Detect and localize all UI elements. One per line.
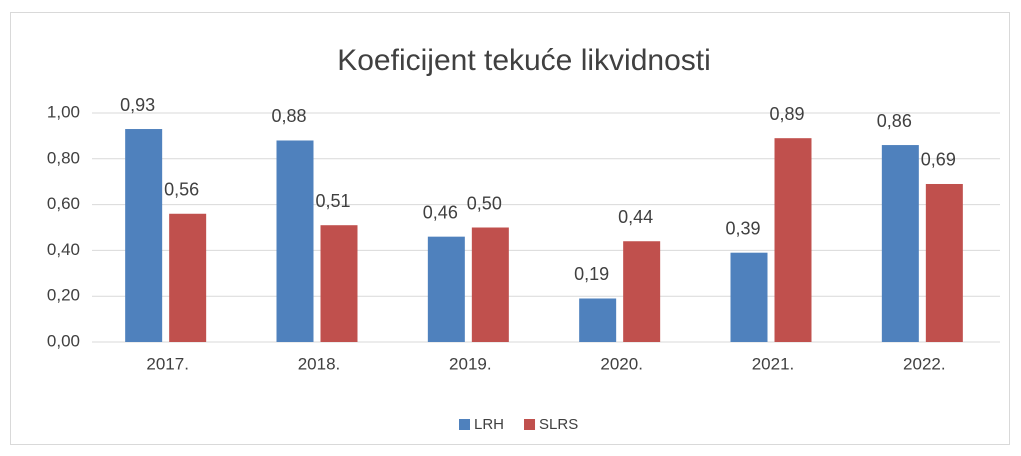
bar [427, 236, 465, 342]
bar [320, 225, 358, 342]
data-label: 0,93 [120, 95, 155, 115]
y-tick-label: 0,20 [47, 286, 80, 305]
bar [276, 140, 314, 342]
bar [925, 183, 963, 342]
legend-label: LRH [474, 416, 504, 433]
data-label: 0,86 [877, 111, 912, 131]
legend-swatch [459, 419, 470, 430]
data-label: 0,39 [725, 218, 760, 238]
data-label: 0,56 [164, 180, 199, 200]
x-tick-label: 2021. [752, 354, 795, 373]
y-tick-label: 0,00 [47, 331, 80, 350]
x-tick-label: 2022. [903, 354, 946, 373]
bar [125, 129, 163, 342]
data-label: 0,44 [618, 207, 653, 227]
legend-swatch [524, 419, 536, 430]
chart-title: Koeficijent tekuće likvidnosti [337, 44, 711, 77]
bar [471, 227, 509, 342]
data-label: 0,50 [467, 193, 502, 213]
bar [579, 298, 617, 342]
data-label: 0,19 [574, 264, 609, 284]
x-tick-label: 2020. [600, 354, 643, 373]
data-label: 0,69 [921, 150, 956, 170]
y-tick-label: 0,40 [47, 240, 80, 259]
x-tick-label: 2017. [146, 354, 189, 373]
bar [169, 213, 207, 342]
y-tick-label: 0,60 [47, 194, 80, 213]
data-label: 0,46 [423, 202, 458, 222]
bar [730, 252, 768, 342]
legend-label: SLRS [539, 416, 578, 433]
y-tick-label: 0,80 [47, 148, 80, 167]
y-tick-label: 1,00 [47, 102, 80, 121]
bar [881, 145, 919, 342]
data-label: 0,51 [315, 191, 350, 211]
x-tick-label: 2019. [449, 354, 492, 373]
x-tick-label: 2018. [298, 354, 341, 373]
bar [623, 241, 661, 342]
data-label: 0,88 [271, 106, 306, 126]
data-label: 0,89 [769, 104, 804, 124]
bar [774, 138, 812, 342]
